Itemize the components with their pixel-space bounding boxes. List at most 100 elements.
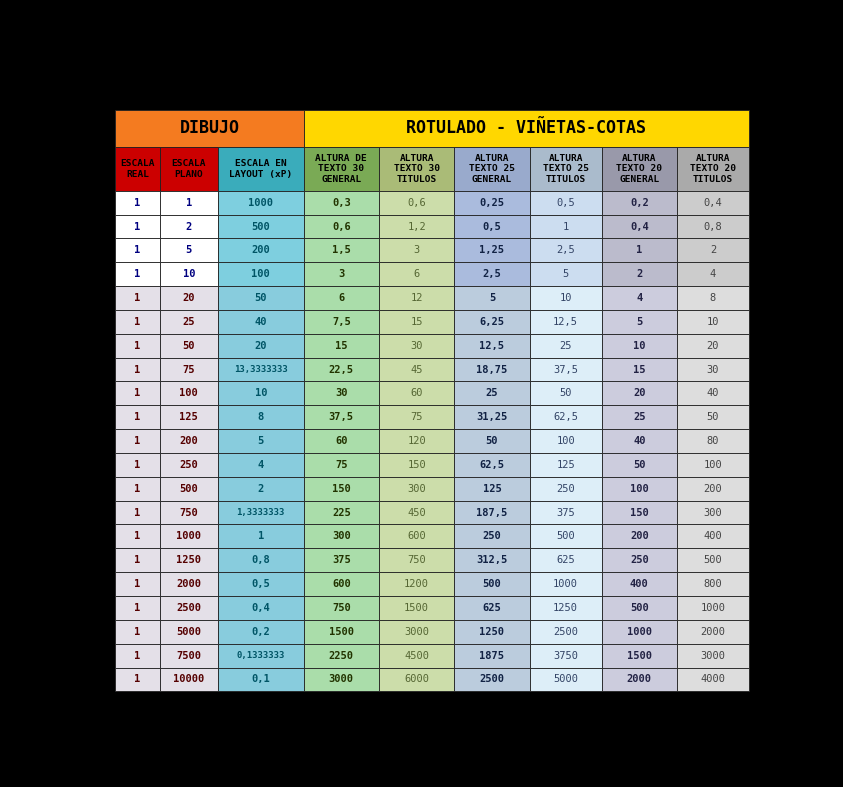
Bar [529, 453, 602, 477]
Bar [602, 549, 677, 572]
Bar [115, 310, 159, 334]
Bar [159, 238, 218, 262]
Bar [677, 477, 749, 501]
Text: 5000: 5000 [553, 674, 578, 685]
Bar [115, 357, 159, 382]
Text: ALTURA
TEXTO 20
GENERAL: ALTURA TEXTO 20 GENERAL [616, 154, 663, 184]
Bar [529, 238, 602, 262]
Bar [115, 190, 159, 215]
Bar [303, 405, 379, 429]
Text: ALTURA
TEXTO 25
GENERAL: ALTURA TEXTO 25 GENERAL [469, 154, 515, 184]
Bar [218, 147, 303, 190]
Bar [218, 405, 303, 429]
Bar [529, 596, 602, 620]
Text: 125: 125 [180, 412, 198, 423]
Text: 0,2: 0,2 [251, 626, 270, 637]
Text: 1: 1 [134, 531, 141, 541]
Text: 8: 8 [710, 293, 716, 303]
Text: 0,4: 0,4 [251, 603, 270, 613]
Text: 10: 10 [560, 293, 572, 303]
Text: 50: 50 [633, 460, 646, 470]
Text: 1: 1 [134, 317, 141, 327]
Text: 3: 3 [338, 269, 345, 279]
Bar [159, 334, 218, 357]
Text: 10: 10 [255, 389, 267, 398]
Text: 1: 1 [134, 579, 141, 589]
Text: 1250: 1250 [553, 603, 578, 613]
Bar [303, 620, 379, 644]
Bar [303, 477, 379, 501]
Bar [677, 310, 749, 334]
Text: 0,6: 0,6 [332, 222, 351, 231]
Text: 500: 500 [251, 222, 270, 231]
Text: 1,25: 1,25 [480, 246, 504, 255]
Text: 2500: 2500 [553, 626, 578, 637]
Text: 6: 6 [414, 269, 420, 279]
Bar [303, 596, 379, 620]
Bar [602, 190, 677, 215]
Bar [529, 215, 602, 238]
Bar [303, 453, 379, 477]
Bar [454, 524, 529, 549]
Text: 750: 750 [332, 603, 351, 613]
Bar [379, 429, 454, 453]
Text: 5: 5 [562, 269, 569, 279]
Bar [454, 334, 529, 357]
Bar [677, 524, 749, 549]
Bar [303, 429, 379, 453]
Bar [115, 644, 159, 667]
Text: 250: 250 [556, 484, 575, 493]
Text: 15: 15 [335, 341, 347, 351]
Text: 1000: 1000 [176, 531, 201, 541]
Text: 1: 1 [134, 293, 141, 303]
Text: 1: 1 [134, 436, 141, 446]
Bar [602, 238, 677, 262]
Bar [677, 501, 749, 524]
Bar [379, 310, 454, 334]
Bar [529, 262, 602, 286]
Text: 5: 5 [489, 293, 495, 303]
Text: 30: 30 [706, 364, 719, 375]
Bar [529, 190, 602, 215]
Bar [602, 357, 677, 382]
Bar [602, 429, 677, 453]
Text: 100: 100 [180, 389, 198, 398]
Bar [159, 429, 218, 453]
Bar [218, 501, 303, 524]
Text: 0,1333333: 0,1333333 [237, 651, 285, 660]
Text: 10: 10 [633, 341, 646, 351]
Text: 4: 4 [710, 269, 716, 279]
Bar [218, 334, 303, 357]
Text: ESCALA EN
LAYOUT (xP): ESCALA EN LAYOUT (xP) [229, 159, 293, 179]
Text: 20: 20 [255, 341, 267, 351]
Bar [677, 644, 749, 667]
Bar [218, 572, 303, 596]
Text: 300: 300 [407, 484, 426, 493]
Text: 800: 800 [704, 579, 722, 589]
Bar [115, 109, 303, 147]
Bar [303, 286, 379, 310]
Bar [602, 453, 677, 477]
Text: 4000: 4000 [701, 674, 726, 685]
Text: 750: 750 [180, 508, 198, 518]
Text: 250: 250 [482, 531, 502, 541]
Text: 3750: 3750 [553, 651, 578, 660]
Text: 18,75: 18,75 [476, 364, 507, 375]
Bar [159, 147, 218, 190]
Text: 2,5: 2,5 [556, 246, 575, 255]
Text: 25: 25 [633, 412, 646, 423]
Text: 75: 75 [335, 460, 347, 470]
Bar [677, 382, 749, 405]
Bar [529, 501, 602, 524]
Bar [602, 524, 677, 549]
Text: 7,5: 7,5 [332, 317, 351, 327]
Text: 1: 1 [134, 651, 141, 660]
Bar [529, 286, 602, 310]
Text: 500: 500 [180, 484, 198, 493]
Text: 1: 1 [185, 198, 192, 208]
Bar [677, 405, 749, 429]
Bar [115, 453, 159, 477]
Text: 1: 1 [562, 222, 569, 231]
Text: 1: 1 [134, 508, 141, 518]
Text: 120: 120 [407, 436, 426, 446]
